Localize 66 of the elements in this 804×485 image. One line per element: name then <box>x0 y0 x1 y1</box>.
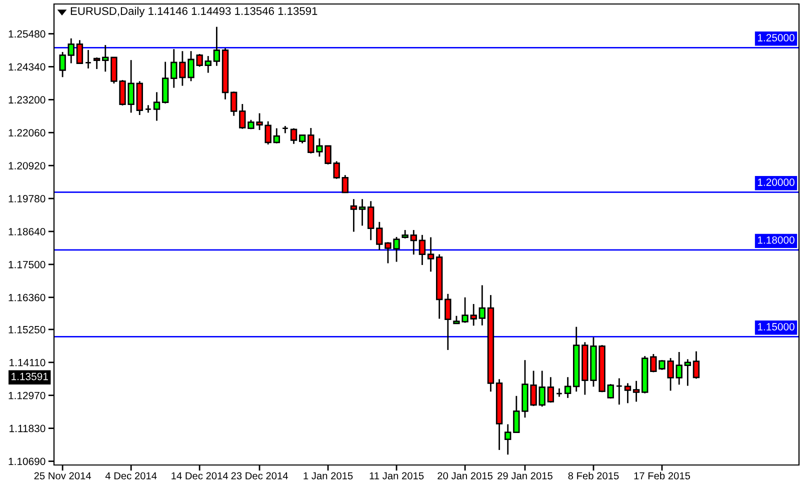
candlestick <box>410 229 418 256</box>
y-tick-label: 1.16360 <box>8 294 46 302</box>
y-tick-label: 1.23200 <box>8 96 46 104</box>
candlestick <box>350 198 358 232</box>
candlestick <box>290 128 298 145</box>
y-tick-label: 1.11830 <box>10 424 46 432</box>
candlestick <box>170 48 178 89</box>
candlestick <box>273 128 280 144</box>
candlestick <box>358 198 366 226</box>
candlestick <box>204 55 212 74</box>
y-tick-label: 1.12970 <box>8 392 46 400</box>
candlestick <box>153 91 160 122</box>
y-tick-label: 1.20920 <box>8 162 46 170</box>
candlestick <box>624 382 632 404</box>
y-tick-label: 1.22060 <box>8 129 46 136</box>
y-tick-label: 1.10690 <box>8 458 46 466</box>
ref-line-label: 1.20000 <box>758 178 794 186</box>
candlestick <box>59 51 66 78</box>
candlestick <box>444 293 452 351</box>
y-tick-label: 1.15250 <box>8 326 46 334</box>
ref-line-label: 1.15000 <box>758 323 794 330</box>
candlestick <box>547 376 554 404</box>
candlestick <box>367 200 374 241</box>
ref-line-label: 1.18000 <box>758 236 794 244</box>
candlestick <box>692 350 700 380</box>
x-tick-label: 1 Jan 2015 <box>304 472 353 480</box>
candlestick <box>76 39 84 64</box>
candlestick <box>93 56 100 70</box>
y-tick-label: 1.19780 <box>8 195 46 202</box>
ref-line-label: 1.25000 <box>758 34 794 42</box>
candlestick <box>632 380 640 402</box>
candlestick <box>427 236 434 272</box>
candlestick <box>68 38 74 64</box>
candlestick <box>162 61 169 104</box>
x-tick-label: 23 Dec 2014 <box>231 472 288 480</box>
candlestick <box>538 370 546 408</box>
candlestick <box>676 351 682 386</box>
y-tick-label: 1.25480 <box>8 30 46 38</box>
y-tick-label: 1.18640 <box>8 228 46 236</box>
x-tick-label: 29 Jan 2015 <box>498 472 552 480</box>
x-tick-label: 25 Nov 2014 <box>34 472 92 480</box>
candlestick <box>418 234 426 266</box>
x-tick-label: 11 Jan 2015 <box>370 472 424 480</box>
candlestick <box>504 424 512 456</box>
candlestick <box>342 174 348 194</box>
candlestick <box>239 103 246 130</box>
y-tick-label: 1.17500 <box>8 260 46 268</box>
x-tick-label: 17 Feb 2015 <box>634 472 690 480</box>
candlestick <box>230 90 238 117</box>
x-tick-label: 14 Dec 2014 <box>172 472 228 480</box>
y-tick-label: 1.24340 <box>8 63 46 71</box>
candlestick <box>213 26 220 67</box>
x-tick-label: 8 Feb 2015 <box>568 472 619 480</box>
candlestick <box>84 49 92 70</box>
chart-title: EURUSD,Daily 1.14146 1.14493 1.13546 1.13591 <box>70 6 318 18</box>
candlestick <box>308 127 314 154</box>
candlestick <box>478 284 486 326</box>
candlestick <box>616 378 623 406</box>
y-tick-label: 1.14110 <box>10 358 46 366</box>
candlestick <box>607 383 614 400</box>
text: 1.13591 <box>12 372 48 380</box>
candlestick <box>684 358 692 386</box>
candlestick <box>102 44 109 72</box>
x-tick-label: 20 Jan 2015 <box>438 472 493 480</box>
candlestick <box>564 376 572 399</box>
x-tick-label: 4 Dec 2014 <box>105 472 157 480</box>
